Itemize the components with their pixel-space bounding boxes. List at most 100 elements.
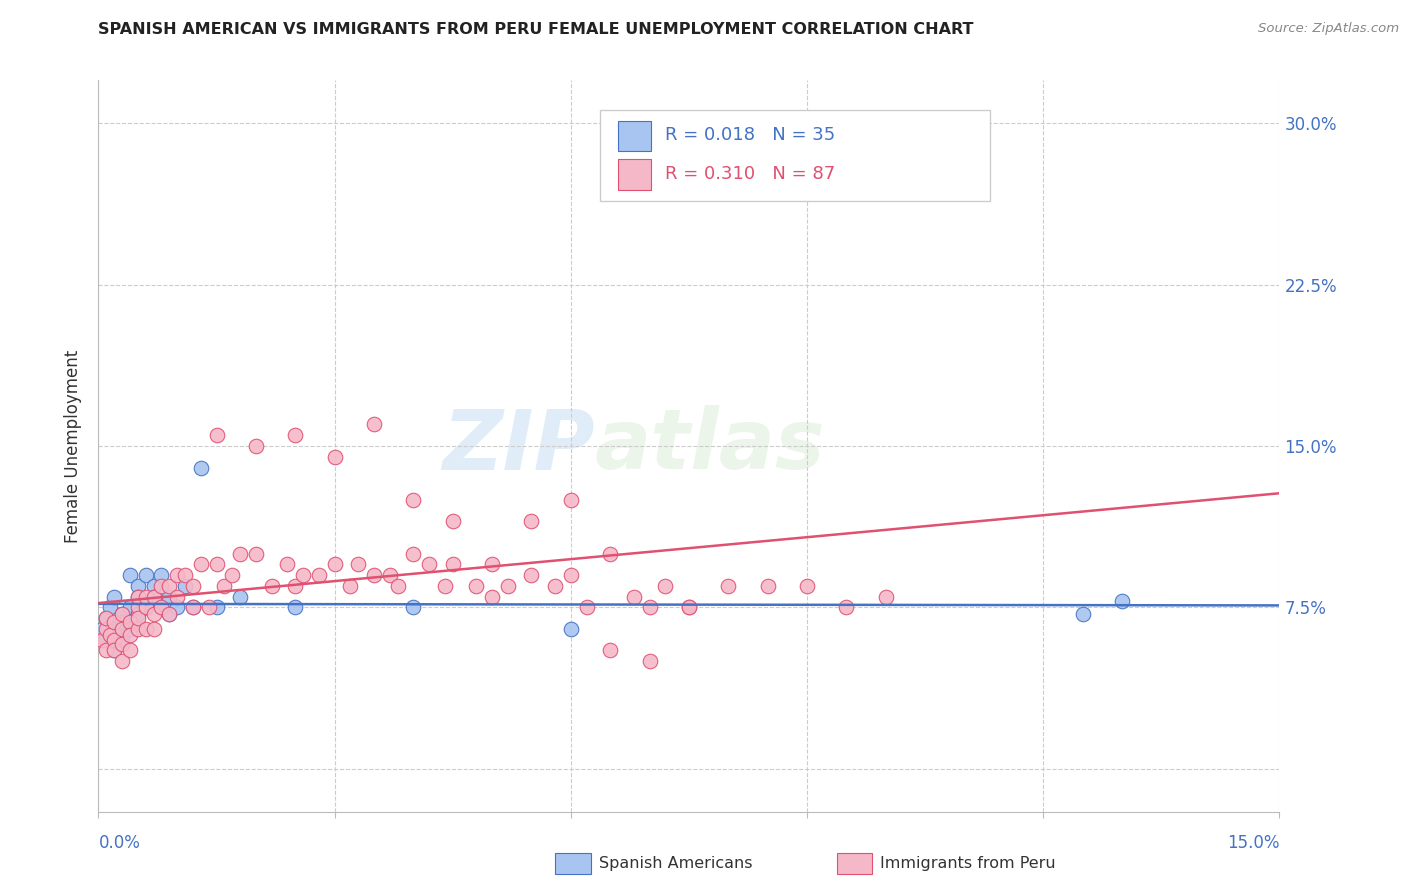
Point bbox=[205, 558, 228, 572]
Point bbox=[118, 622, 141, 636]
Point bbox=[229, 590, 252, 604]
Point bbox=[292, 568, 315, 582]
Point bbox=[111, 607, 134, 621]
Point bbox=[118, 628, 141, 642]
Point bbox=[214, 579, 236, 593]
Point bbox=[363, 568, 385, 582]
Point bbox=[111, 637, 134, 651]
Point bbox=[142, 622, 165, 636]
Point bbox=[481, 558, 503, 572]
Point bbox=[111, 607, 134, 621]
Text: 0.0%: 0.0% bbox=[98, 834, 141, 852]
Point bbox=[441, 558, 464, 572]
Point bbox=[387, 579, 409, 593]
Point bbox=[875, 590, 897, 604]
Point bbox=[378, 568, 401, 582]
Point bbox=[560, 568, 582, 582]
Point bbox=[150, 579, 173, 593]
Point bbox=[205, 428, 228, 442]
Point bbox=[135, 622, 157, 636]
Point bbox=[197, 600, 219, 615]
Point bbox=[496, 579, 519, 593]
Point bbox=[174, 579, 197, 593]
Point bbox=[157, 607, 180, 621]
Point bbox=[150, 600, 173, 615]
Bar bbox=[619, 160, 651, 190]
Point bbox=[98, 628, 121, 642]
Point bbox=[96, 632, 118, 647]
Point bbox=[229, 547, 252, 561]
Point bbox=[560, 492, 582, 507]
Text: ZIP: ZIP bbox=[441, 406, 595, 486]
Point bbox=[520, 514, 543, 528]
Point bbox=[190, 558, 212, 572]
Point bbox=[181, 600, 204, 615]
Point bbox=[135, 590, 157, 604]
Point bbox=[638, 654, 661, 668]
Point bbox=[96, 611, 118, 625]
Point bbox=[135, 568, 157, 582]
Point bbox=[103, 643, 125, 657]
Point bbox=[441, 514, 464, 528]
Point bbox=[323, 558, 346, 572]
Point bbox=[481, 590, 503, 604]
Point bbox=[654, 579, 676, 593]
Y-axis label: Female Unemployment: Female Unemployment bbox=[65, 350, 83, 542]
Text: Source: ZipAtlas.com: Source: ZipAtlas.com bbox=[1258, 22, 1399, 36]
Point bbox=[127, 622, 149, 636]
Point bbox=[835, 159, 858, 173]
Point bbox=[544, 579, 567, 593]
Point bbox=[157, 607, 180, 621]
FancyBboxPatch shape bbox=[600, 110, 990, 201]
Point bbox=[284, 579, 307, 593]
Point bbox=[560, 622, 582, 636]
Point bbox=[347, 558, 370, 572]
Point bbox=[756, 579, 779, 593]
Point bbox=[96, 611, 118, 625]
Text: 15.0%: 15.0% bbox=[1227, 834, 1279, 852]
Point bbox=[835, 600, 858, 615]
Point bbox=[796, 579, 818, 593]
Point bbox=[103, 622, 125, 636]
Point bbox=[98, 600, 121, 615]
Text: R = 0.310   N = 87: R = 0.310 N = 87 bbox=[665, 165, 835, 183]
Point bbox=[323, 450, 346, 464]
Point bbox=[127, 579, 149, 593]
Point bbox=[284, 600, 307, 615]
Point bbox=[1071, 607, 1094, 621]
Point bbox=[118, 615, 141, 630]
Point bbox=[308, 568, 330, 582]
Point bbox=[599, 643, 621, 657]
Point bbox=[174, 568, 197, 582]
Point bbox=[111, 654, 134, 668]
Point bbox=[111, 632, 134, 647]
Point bbox=[127, 600, 149, 615]
Point bbox=[181, 579, 204, 593]
Point bbox=[276, 558, 298, 572]
Point bbox=[339, 579, 361, 593]
Point bbox=[1111, 594, 1133, 608]
Point bbox=[103, 643, 125, 657]
Point bbox=[96, 622, 118, 636]
Text: SPANISH AMERICAN VS IMMIGRANTS FROM PERU FEMALE UNEMPLOYMENT CORRELATION CHART: SPANISH AMERICAN VS IMMIGRANTS FROM PERU… bbox=[98, 22, 974, 37]
Text: atlas: atlas bbox=[595, 406, 825, 486]
Point bbox=[221, 568, 243, 582]
Point bbox=[127, 590, 149, 604]
Point bbox=[599, 547, 621, 561]
Point bbox=[111, 615, 134, 630]
Bar bbox=[619, 120, 651, 152]
Text: R = 0.018   N = 35: R = 0.018 N = 35 bbox=[665, 126, 835, 145]
Point bbox=[118, 600, 141, 615]
Point bbox=[142, 590, 165, 604]
Point bbox=[465, 579, 488, 593]
Point bbox=[135, 600, 157, 615]
Point bbox=[103, 590, 125, 604]
Point bbox=[245, 547, 267, 561]
Point bbox=[181, 600, 204, 615]
Point bbox=[96, 643, 118, 657]
Point bbox=[127, 607, 149, 621]
Point bbox=[678, 600, 700, 615]
Point bbox=[717, 579, 740, 593]
Point bbox=[418, 558, 440, 572]
Point bbox=[150, 600, 173, 615]
